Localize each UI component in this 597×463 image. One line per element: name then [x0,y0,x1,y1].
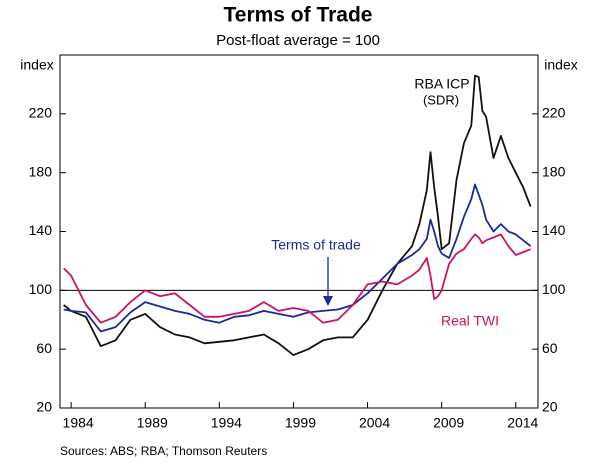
y2-tick-label: 20 [542,399,558,415]
y2-axis-label: index [544,57,577,73]
annotation: Terms of trade [271,237,361,253]
chart-title: Terms of Trade [224,4,373,27]
y-tick-label: 20 [36,399,52,415]
series-line [63,233,531,324]
x-tick-label: 2014 [507,415,538,431]
y-tick-label: 220 [29,105,53,121]
x-tick-label: 2009 [433,415,464,431]
x-tick-label: 1994 [211,415,242,431]
series-line [63,183,532,333]
annotation: (SDR) [423,92,459,107]
plot-frame [59,54,539,409]
y2-tick-label: 60 [542,340,558,356]
y-axis-label: index [20,57,53,73]
x-tick-label: 1989 [137,415,168,431]
y-tick-label: 180 [29,163,53,179]
y2-tick-label: 180 [542,163,566,179]
x-tick-label: 2004 [359,415,390,431]
annotation: RBA ICP [414,76,469,92]
y2-tick-label: 140 [542,222,566,238]
x-tick-label: 1999 [285,415,316,431]
y2-tick-label: 220 [542,105,566,121]
annotation: Real TWI [441,313,499,329]
chart-subtitle: Post-float average = 100 [216,32,380,49]
source-note: Sources: ABS; RBA; Thomson Reuters [60,444,267,458]
series-line [63,74,532,356]
x-tick-label: 1984 [63,415,94,431]
annotation-arrowhead [323,296,333,306]
y-tick-label: 100 [29,281,53,297]
y2-tick-label: 100 [542,281,566,297]
y-tick-label: 60 [36,340,52,356]
y-tick-label: 140 [29,222,53,238]
